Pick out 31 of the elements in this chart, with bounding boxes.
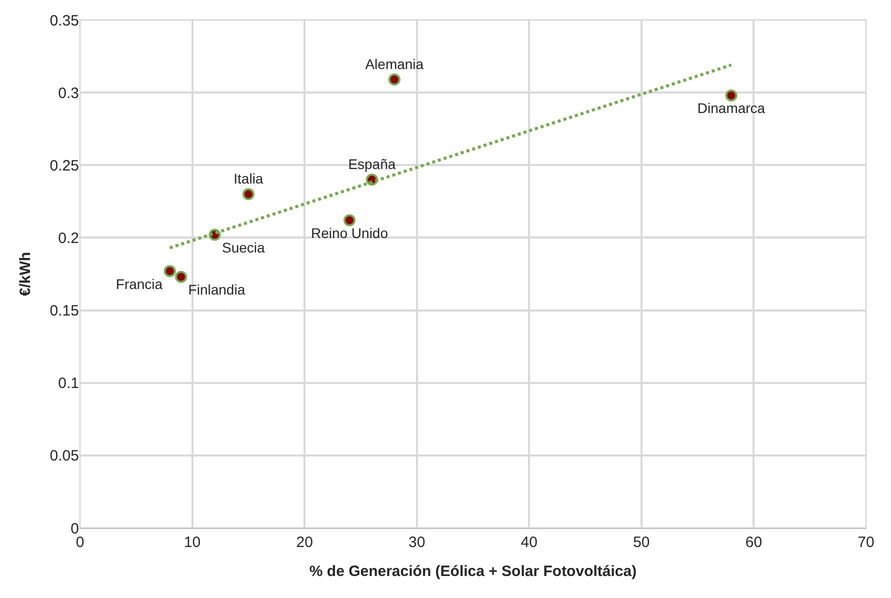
x-tick-label: 40 — [520, 534, 538, 551]
x-tick-label: 10 — [184, 534, 201, 551]
x-tick-label: 20 — [296, 534, 313, 551]
data-label: Suecia — [222, 240, 266, 256]
data-label: Alemania — [365, 56, 424, 72]
y-tick-label: 0.3 — [58, 84, 79, 102]
point — [164, 265, 176, 278]
x-tick-label: 30 — [408, 534, 426, 551]
y-axis-title: €/kWh — [17, 252, 34, 296]
data-label: Italia — [234, 170, 264, 186]
x-tick-label: 70 — [858, 534, 874, 551]
x-tick-label: 50 — [633, 534, 650, 551]
y-tick-label: 0.2 — [58, 230, 79, 247]
x-axis-title: % de Generación (Eólica + Solar Fotovoltáica) — [309, 563, 637, 580]
point — [725, 89, 738, 102]
point — [175, 270, 188, 283]
data-label: España — [348, 156, 396, 172]
point — [242, 188, 254, 200]
y-tick-label: 0.15 — [50, 302, 79, 320]
point — [388, 74, 400, 86]
x-tick-label: 60 — [745, 534, 762, 551]
y-tick-label: 0.25 — [50, 157, 79, 174]
data-label: Dinamarca — [697, 100, 766, 116]
y-tick-label: 0 — [70, 520, 79, 538]
data-label: Finlandia — [188, 282, 246, 298]
data-label: Reino Unido — [310, 225, 388, 242]
data-label: Francia — [116, 276, 163, 292]
y-tick-label: 0.1 — [58, 375, 79, 392]
point — [343, 214, 356, 226]
y-tick-label: 0.35 — [50, 12, 79, 30]
y-tick-label: 0.05 — [50, 448, 79, 465]
